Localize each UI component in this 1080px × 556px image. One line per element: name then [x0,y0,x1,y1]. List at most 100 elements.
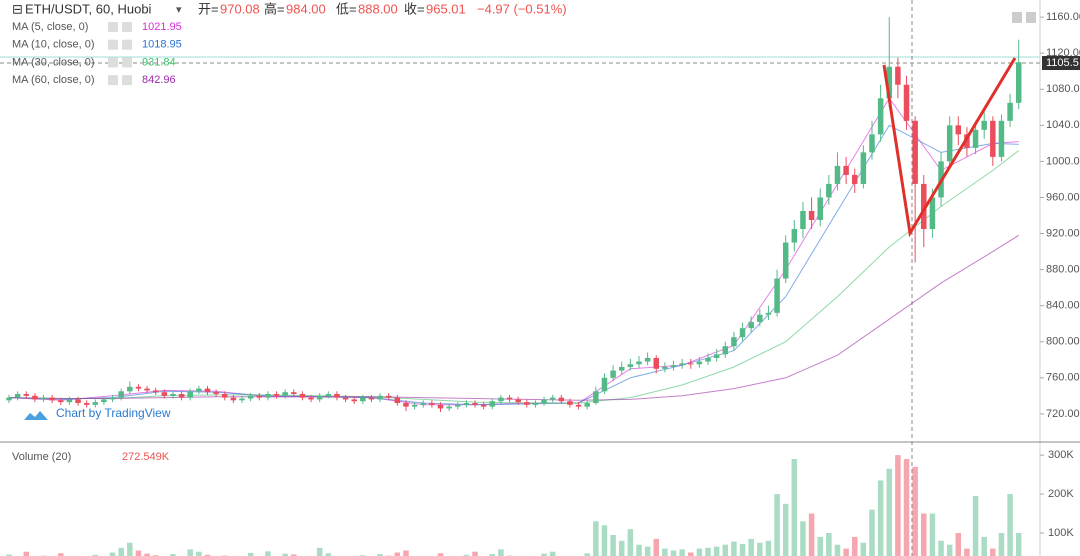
candle-body [869,134,875,153]
ma-button[interactable] [108,57,118,68]
ma-name: MA (5, close, 0) [12,21,88,33]
volume-bar [696,548,703,556]
volume-bar [627,529,634,556]
candle-body [178,394,185,398]
candle-body [204,388,211,393]
candle-body [774,278,780,313]
volume-bar [877,480,884,556]
ohlc-label: 低= [336,1,357,16]
candle-body [40,397,47,400]
candle-body [662,366,668,369]
volume-bar [782,503,789,556]
candle-body [101,399,107,403]
volume-bar [800,521,806,556]
volume-bar [265,551,271,556]
candle-body [972,129,979,148]
marks [6,17,1022,556]
y-tick-label: 720.00 [1046,408,1080,420]
ma-button[interactable] [122,39,132,50]
candle-body [429,403,435,405]
candle-body [653,357,659,369]
candle-body [524,402,530,405]
candle-body [32,395,38,400]
ma-button[interactable] [122,57,132,68]
volume-bar [282,553,288,556]
ohlc-label: 收= [404,1,425,16]
candle-body [222,394,228,398]
volume-bar [549,551,556,556]
candle-body [316,395,323,400]
pane-toggle[interactable]: ⊟ [12,1,23,16]
candle-body [342,397,349,400]
volume-bar [972,496,979,556]
candle-body [273,394,280,396]
y-tick-label: 1160.00 [1046,11,1080,23]
volume-bar [403,550,409,556]
candle-body [670,365,677,367]
volume-bar [826,533,832,556]
volume-bar [1007,494,1013,556]
candle-body [368,397,375,400]
candle-body [791,229,798,243]
dropdown[interactable]: ▾ [176,4,182,16]
candle-body [765,312,772,315]
volume-bar [834,544,841,556]
candle-body [782,242,789,279]
volume-bar [636,544,642,556]
candle-body [291,392,297,395]
y-tick-label: 960.00 [1046,191,1080,203]
candle-body [109,397,116,400]
volume-bar [247,552,254,556]
ma-button[interactable] [122,75,132,86]
candle-body [679,363,685,366]
candle-body [360,397,366,402]
volume-bar [204,554,211,556]
candle-body [308,397,314,400]
candle-body [696,361,703,365]
logo [24,411,48,420]
volume-bar [670,550,677,556]
candle-body [998,120,1005,157]
button[interactable] [1026,12,1036,23]
candle-body [601,377,608,392]
ma-button[interactable] [108,39,118,50]
candle-body [239,398,245,401]
y-tick-label: 760.00 [1046,372,1080,384]
volume-bar [1015,533,1022,556]
ma-name: MA (10, close, 0) [12,39,95,51]
candle-body [981,120,987,130]
volume-bar [774,494,780,556]
candle-body [808,210,815,220]
candle-body [929,197,936,230]
ma-button[interactable] [108,22,118,32]
watermark: Chart by TradingView [56,406,171,420]
candle-body [877,98,884,135]
candle-body [618,366,625,371]
ohlc-label: 高= [264,1,285,16]
volume-bar [938,540,944,556]
volume-bar [903,459,910,556]
candle-body [455,404,461,407]
ma-value: 842.96 [142,74,176,86]
volume-bar [886,468,893,556]
volume-bar [109,552,116,556]
volume-bar [618,540,625,556]
button[interactable] [1012,12,1022,23]
y-tick-label: 800.00 [1046,336,1080,348]
candle-body [299,394,306,398]
candle-body [75,399,81,404]
candle-body [584,403,590,407]
candle-body [282,392,288,396]
candle-body [921,183,927,230]
volume-bar [463,554,470,556]
candle-body [385,395,392,398]
candle-body [170,394,176,396]
candle-body [420,403,426,405]
ma-button[interactable] [122,22,132,32]
ma-button[interactable] [108,75,118,86]
candle-body [463,403,470,405]
candle-body [515,399,521,403]
candle-body [575,404,582,407]
candle-body [903,84,910,121]
